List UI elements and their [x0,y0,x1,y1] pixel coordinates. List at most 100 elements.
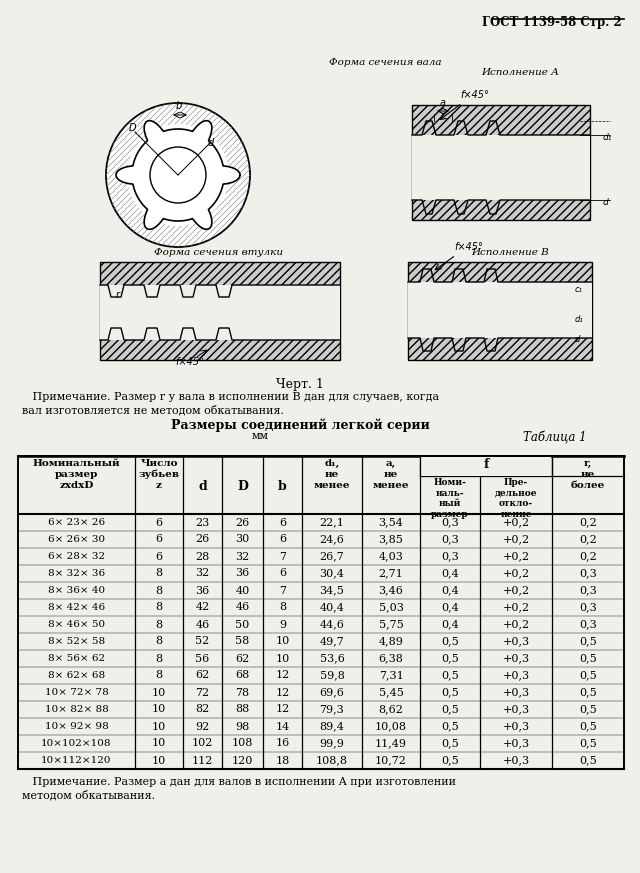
Text: Форма сечения втулки: Форма сечения втулки [154,248,282,257]
Text: 8: 8 [156,620,163,629]
Bar [412,105,590,220]
Text: 0,4: 0,4 [441,602,459,613]
Text: 108: 108 [232,739,253,748]
Text: r,
не
более: r, не более [571,459,605,490]
Text: 0,3: 0,3 [579,568,597,579]
Text: 6× 23× 26: 6× 23× 26 [48,518,105,527]
Text: 108,8: 108,8 [316,755,348,766]
Bar [412,135,590,200]
Text: 0,5: 0,5 [579,654,597,663]
Text: D: D [237,480,248,493]
Text: 14: 14 [275,721,290,732]
Text: 0,3: 0,3 [441,534,459,545]
Text: 8: 8 [156,636,163,647]
Text: 10: 10 [152,721,166,732]
Text: 10× 72× 78: 10× 72× 78 [45,688,108,697]
Text: 58: 58 [236,636,250,647]
Text: 52: 52 [195,636,210,647]
Text: 49,7: 49,7 [319,636,344,647]
Text: 24,6: 24,6 [319,534,344,545]
Text: 10×112×120: 10×112×120 [41,756,112,765]
Text: 30,4: 30,4 [319,568,344,579]
Text: +0,2: +0,2 [502,620,529,629]
Text: 0,2: 0,2 [579,534,597,545]
Text: 0,5: 0,5 [441,636,459,647]
Text: 6: 6 [279,568,286,579]
Text: 8: 8 [279,602,286,613]
Text: D: D [129,123,136,134]
Text: Черт. 1: Черт. 1 [276,378,324,391]
Text: +0,2: +0,2 [502,602,529,613]
Text: +0,3: +0,3 [502,755,529,766]
Text: 72: 72 [195,688,209,698]
Text: 0,4: 0,4 [441,620,459,629]
Text: r: r [116,290,120,300]
Text: d: d [575,335,580,345]
Text: 5,45: 5,45 [379,688,403,698]
Text: 0,4: 0,4 [441,586,459,595]
Text: 62: 62 [236,654,250,663]
Bar [18,456,624,769]
Text: 59,8: 59,8 [319,670,344,680]
Text: ГОСТ 1139-58 Стр. 2: ГОСТ 1139-58 Стр. 2 [483,16,622,29]
Text: 69,6: 69,6 [319,688,344,698]
Text: 8× 32× 36: 8× 32× 36 [48,569,105,578]
Text: Таблица 1: Таблица 1 [523,431,587,444]
Text: 2,71: 2,71 [379,568,403,579]
Circle shape [150,147,206,203]
Text: f×45°: f×45° [175,357,204,367]
Text: 0,5: 0,5 [579,755,597,766]
Text: 32: 32 [236,552,250,561]
Text: 26,7: 26,7 [319,552,344,561]
Text: 7: 7 [279,552,286,561]
Text: 4,89: 4,89 [379,636,403,647]
Text: Размеры соединений легкой серии: Размеры соединений легкой серии [171,418,429,431]
Text: методом обкатывания.: методом обкатывания. [22,790,155,801]
Text: +0,3: +0,3 [502,739,529,748]
Text: 6× 26× 30: 6× 26× 30 [48,535,105,544]
Text: 10× 82× 88: 10× 82× 88 [45,705,108,714]
Text: d: d [603,198,609,207]
Text: 10: 10 [152,739,166,748]
Text: 5,75: 5,75 [379,620,403,629]
Text: 0,5: 0,5 [441,739,459,748]
Text: 8: 8 [156,654,163,663]
Text: 102: 102 [192,739,213,748]
Text: d: d [198,480,207,493]
Text: 0,5: 0,5 [441,721,459,732]
Text: 12: 12 [275,670,290,680]
Text: 0,3: 0,3 [579,602,597,613]
Text: a,
не
менее: a, не менее [372,459,409,490]
Text: 10: 10 [152,755,166,766]
Text: +0,3: +0,3 [502,670,529,680]
Text: 0,5: 0,5 [579,739,597,748]
Text: f: f [483,458,489,471]
Text: Исполнение В: Исполнение В [471,248,549,257]
Text: 26: 26 [236,518,250,527]
Text: 8× 62× 68: 8× 62× 68 [48,671,105,680]
Text: d: d [207,138,214,148]
Circle shape [106,103,250,247]
Text: 99,9: 99,9 [319,739,344,748]
Text: +0,3: +0,3 [502,636,529,647]
Text: Номи-
наль-
ный
размер: Номи- наль- ный размер [431,478,469,519]
Text: 0,3: 0,3 [579,620,597,629]
Text: 120: 120 [232,755,253,766]
Bar [100,262,340,360]
Text: 18: 18 [275,755,290,766]
Text: +0,2: +0,2 [502,552,529,561]
Text: 42: 42 [195,602,210,613]
Text: +0,2: +0,2 [502,568,529,579]
Text: 53,6: 53,6 [319,654,344,663]
Text: Примечание. Размер r у вала в исполнении B дан для случаев, когда: Примечание. Размер r у вала в исполнении… [22,392,439,402]
Text: 79,3: 79,3 [319,705,344,714]
Text: Пре-
дельное
откло-
нение: Пре- дельное откло- нение [495,478,537,519]
Bar [100,285,340,340]
Text: 12: 12 [275,688,290,698]
Text: 6: 6 [156,518,163,527]
Text: 28: 28 [195,552,210,561]
Text: 0,3: 0,3 [441,518,459,527]
Text: 26: 26 [195,534,210,545]
Text: 89,4: 89,4 [319,721,344,732]
Text: 0,5: 0,5 [441,688,459,698]
